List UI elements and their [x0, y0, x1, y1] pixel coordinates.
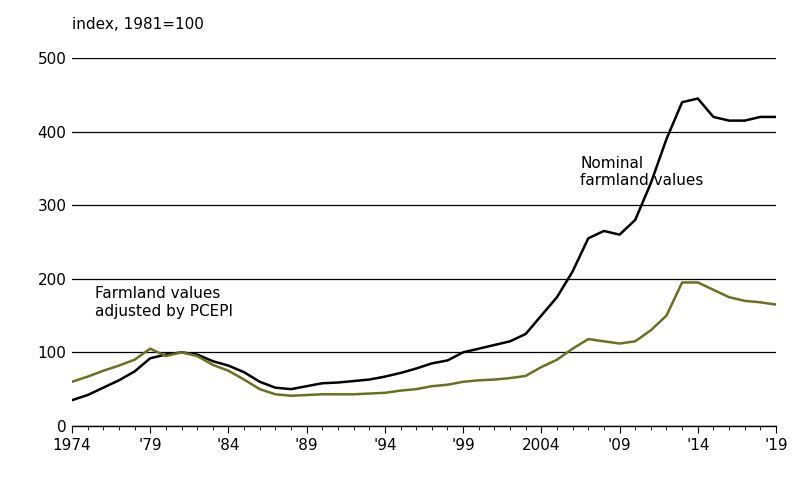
Text: index, 1981=100: index, 1981=100 [72, 17, 204, 32]
Text: Nominal
farmland values: Nominal farmland values [581, 156, 704, 188]
Text: Farmland values
adjusted by PCEPI: Farmland values adjusted by PCEPI [95, 286, 234, 318]
